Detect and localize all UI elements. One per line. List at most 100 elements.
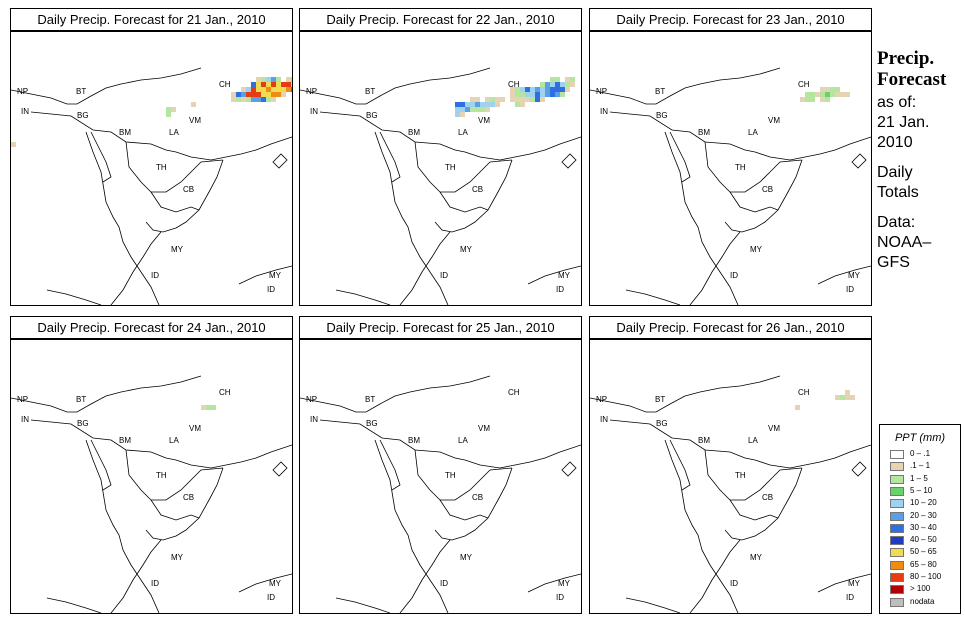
panel-title: Daily Precip. Forecast for 24 Jan., 2010 (10, 316, 293, 339)
legend-swatch (890, 548, 904, 558)
legend-item: .1 – 1 (890, 461, 956, 472)
country-label: MY (750, 245, 763, 254)
legend-item: 5 – 10 (890, 486, 956, 497)
country-border (439, 499, 489, 521)
country-label: IN (21, 415, 29, 424)
country-label: CH (508, 80, 520, 89)
country-border (464, 444, 581, 469)
precip-map: CH NP BT IN BG BM VM LA TH CB MY MY ID ID (589, 31, 872, 306)
country-border (90, 439, 112, 491)
country-label: LA (748, 436, 758, 445)
legend-label: 40 – 50 (910, 535, 937, 545)
country-border (729, 499, 779, 521)
country-border (30, 419, 177, 461)
country-label: ID (846, 285, 854, 294)
country-border (689, 231, 741, 305)
country-border (300, 375, 491, 413)
country-border (561, 461, 577, 477)
country-label: LA (748, 128, 758, 137)
country-label: VM (768, 116, 780, 125)
country-border (335, 597, 391, 613)
country-border (434, 467, 513, 541)
country-border (689, 539, 741, 613)
legend-item: 30 – 40 (890, 523, 956, 534)
country-label: LA (458, 436, 468, 445)
date-line2: 2010 (877, 134, 913, 151)
legend-item: nodata (890, 597, 956, 608)
country-label: BG (77, 111, 89, 120)
country-border (110, 231, 162, 305)
country-label: MY (171, 245, 184, 254)
country-border (238, 573, 292, 593)
precip-map-svg: CH NP BT IN BG BM VM LA TH CB MY MY ID ID (300, 67, 581, 305)
country-label: BT (655, 395, 665, 404)
country-border (272, 153, 288, 169)
country-border (319, 419, 466, 461)
country-label: BG (366, 111, 378, 120)
country-border (399, 539, 451, 613)
country-border (379, 131, 401, 183)
country-border (669, 439, 691, 491)
country-label: IN (310, 415, 318, 424)
country-label: MY (269, 271, 282, 280)
country-label: MY (269, 579, 282, 588)
legend-swatch (890, 462, 904, 472)
forecast-panel-day3: Daily Precip. Forecast for 23 Jan., 2010… (589, 8, 872, 306)
precip-map: CH NP BT IN BG BM VM LA TH CB MY MY ID ID (10, 339, 293, 614)
country-label: TH (445, 163, 456, 172)
country-border (754, 444, 871, 469)
legend-label: > 100 (910, 584, 931, 594)
country-label: VM (768, 424, 780, 433)
country-label: ID (440, 271, 448, 280)
legend-item: 1 – 5 (890, 474, 956, 485)
country-label: MY (460, 553, 473, 562)
country-label: ID (730, 579, 738, 588)
country-label: ID (846, 593, 854, 602)
country-label: BM (698, 128, 710, 137)
precip-map-svg: CH NP BT IN BG BM VM LA TH CB MY MY ID ID (11, 375, 292, 613)
country-border (439, 191, 489, 213)
country-label: CH (798, 80, 810, 89)
country-border (704, 141, 803, 193)
data-line1: Data: (877, 214, 916, 231)
country-border (590, 67, 781, 105)
country-label: BT (655, 87, 665, 96)
country-border (125, 141, 224, 193)
country-border (145, 159, 224, 233)
country-border (609, 419, 756, 461)
country-label: IN (600, 415, 608, 424)
country-border (669, 131, 691, 183)
country-border (399, 231, 451, 305)
precip-map: CH NP BT IN BG BM VM LA TH CB MY MY ID ID (299, 339, 582, 614)
legend-swatch (890, 585, 904, 595)
country-border (625, 289, 681, 305)
country-label: CH (219, 80, 231, 89)
precip-legend: PPT (mm) 0 – .1 .1 – 1 1 – 5 5 – 10 10 – 20 2… (879, 424, 961, 614)
country-border (527, 573, 581, 593)
country-border (851, 153, 867, 169)
legend-label: nodata (910, 596, 935, 606)
country-label: CB (762, 493, 773, 502)
country-label: NP (596, 87, 607, 96)
heading-line2: Forecast (877, 69, 947, 90)
country-label: VM (478, 424, 490, 433)
country-border (434, 159, 513, 233)
country-label: ID (151, 579, 159, 588)
forecast-panel-day6: Daily Precip. Forecast for 26 Jan., 2010… (589, 316, 872, 614)
country-border (817, 573, 871, 593)
country-label: MY (848, 271, 861, 280)
country-label: VM (189, 424, 201, 433)
country-label: TH (156, 471, 167, 480)
legend-item: 10 – 20 (890, 498, 956, 509)
country-label: BT (76, 87, 86, 96)
legend-item: > 100 (890, 584, 956, 595)
country-label: CB (472, 185, 483, 194)
country-label: VM (478, 116, 490, 125)
country-border (175, 444, 292, 469)
heading-line1: Precip. (877, 48, 935, 69)
country-border (335, 289, 391, 305)
country-border (464, 136, 581, 161)
legend-item: 40 – 50 (890, 535, 956, 546)
legend-title: PPT (mm) (894, 432, 946, 444)
country-label: BT (365, 87, 375, 96)
